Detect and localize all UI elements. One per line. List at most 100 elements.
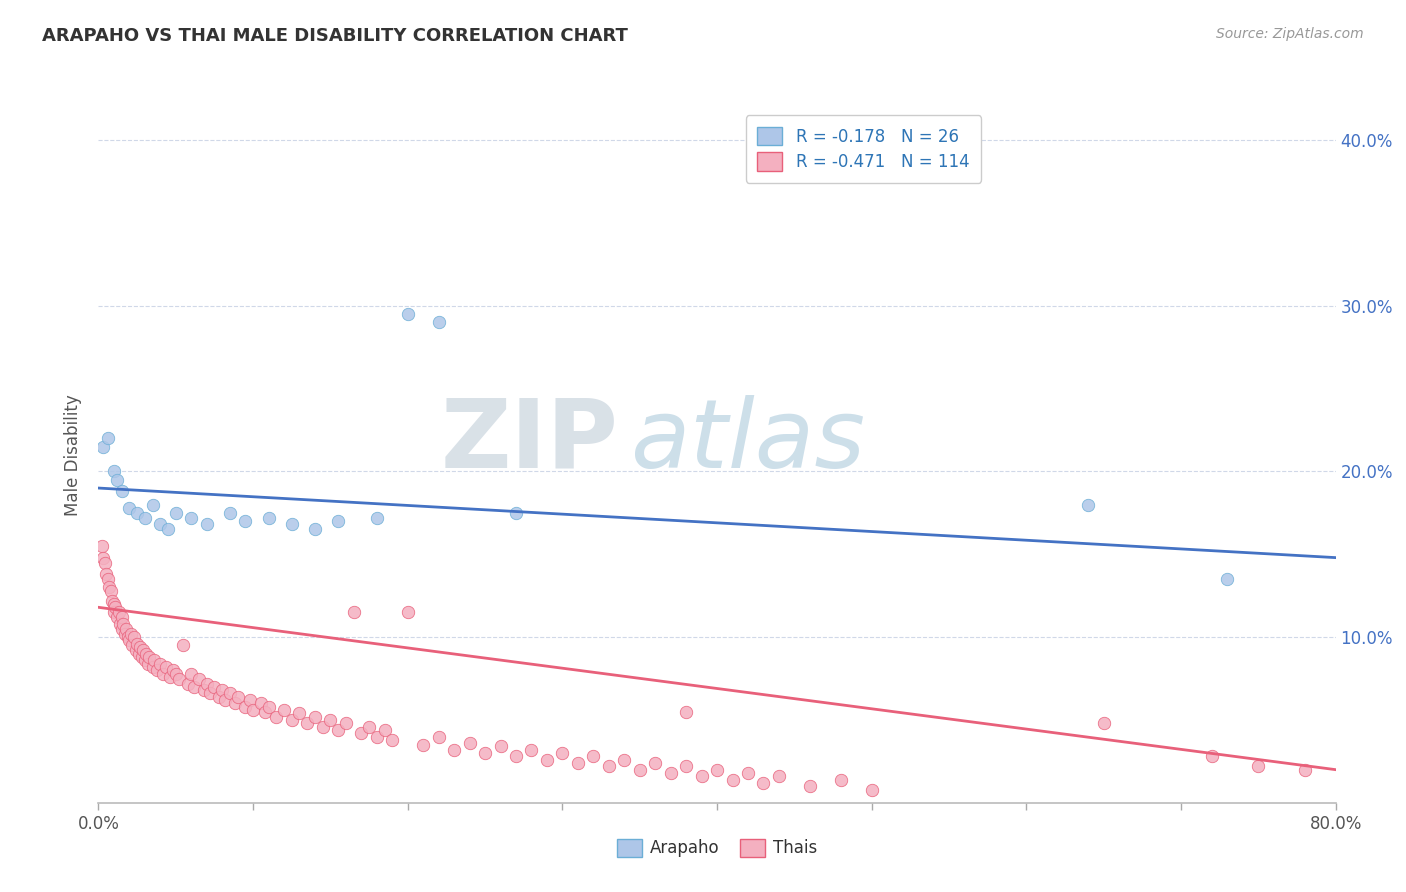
Point [138,650,160,665]
Point [357,720,380,734]
Point [193,683,215,698]
Point [129,640,152,654]
Point [198,686,221,700]
Point [474,746,496,760]
Point [167,672,190,686]
Point [101,593,124,607]
Point [326,723,350,737]
Point [135,647,157,661]
Point [644,756,666,770]
Point [675,759,697,773]
Point [132,643,155,657]
Point [1216,572,1239,586]
Point [335,716,357,731]
Point [131,650,153,665]
Point [567,756,589,770]
Point [374,723,396,737]
Point [98,581,121,595]
Point [505,506,527,520]
Point [396,307,419,321]
Point [582,749,605,764]
Point [96,567,118,582]
Point [134,653,156,667]
Point [103,597,125,611]
Point [266,709,288,723]
Point [690,769,713,783]
Point [239,693,262,707]
Point [628,763,651,777]
Point [90,539,112,553]
Point [366,730,388,744]
Point [180,511,202,525]
Point [1201,749,1223,764]
Point [114,627,136,641]
Point [122,630,145,644]
Text: atlas: atlas [630,394,866,488]
Point [768,769,790,783]
Point [536,753,558,767]
Point [721,772,744,787]
Point [136,657,159,671]
Point [235,699,257,714]
Point [104,600,127,615]
Point [111,622,134,636]
Point [489,739,512,754]
Point [659,766,682,780]
Point [273,703,295,717]
Point [250,697,273,711]
Point [195,517,218,532]
Point [120,627,142,641]
Point [118,633,141,648]
Point [288,706,311,721]
Point [297,716,319,731]
Point [242,703,264,717]
Point [97,572,120,586]
Point [180,666,202,681]
Point [100,583,122,598]
Point [860,782,883,797]
Text: ARAPAHO VS THAI MALE DISABILITY CORRELATION CHART: ARAPAHO VS THAI MALE DISABILITY CORRELAT… [42,27,628,45]
Point [157,523,180,537]
Point [458,736,481,750]
Point [127,637,149,651]
Point [117,630,139,644]
Point [304,709,326,723]
Point [127,506,149,520]
Point [706,763,728,777]
Point [121,639,143,653]
Point [165,506,187,520]
Point [105,610,128,624]
Point [219,506,242,520]
Point [149,517,172,532]
Point [155,660,177,674]
Point [830,772,852,787]
Point [443,743,465,757]
Point [281,713,304,727]
Point [1294,763,1316,777]
Point [142,498,165,512]
Point [115,622,138,636]
Point [107,605,129,619]
Point [257,511,280,525]
Point [737,766,759,780]
Point [204,680,226,694]
Point [1077,498,1099,512]
Point [195,676,218,690]
Point [412,738,434,752]
Point [91,440,114,454]
Point [613,753,636,767]
Point [93,556,115,570]
Point [211,683,233,698]
Point [520,743,543,757]
Point [173,639,195,653]
Point [343,605,366,619]
Point [97,431,120,445]
Point [366,511,388,525]
Point [103,605,125,619]
Point [598,759,620,773]
Point [188,672,211,686]
Legend: Arapaho, Thais: Arapaho, Thais [610,832,824,864]
Point [146,663,169,677]
Point [350,726,373,740]
Point [326,514,350,528]
